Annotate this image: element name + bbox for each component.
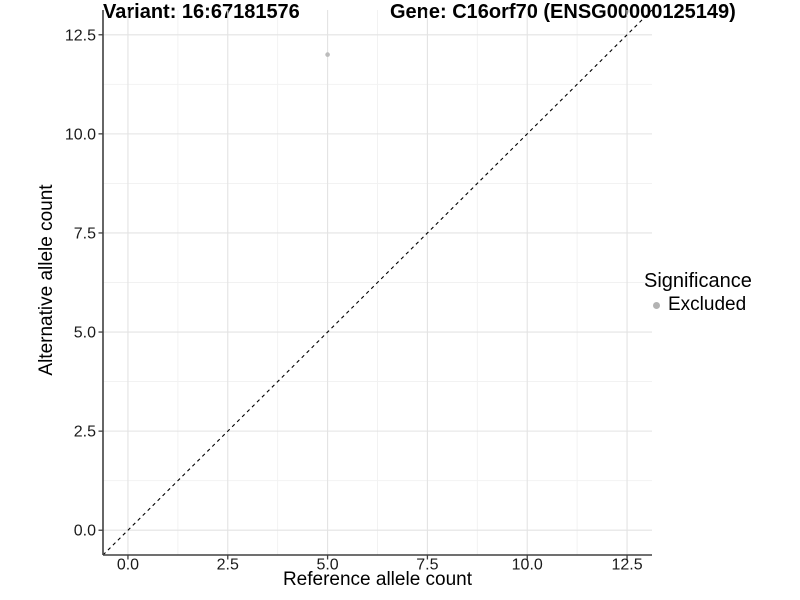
identity-line — [102, 9, 653, 556]
x-tick-label: 12.5 — [611, 557, 642, 574]
plot-title-gene: Gene: C16orf70 (ENSG00000125149) — [390, 1, 736, 23]
plot-title-variant: Variant: 16:67181576 — [103, 1, 300, 23]
legend: Significance Excluded — [644, 269, 794, 316]
y-tick-label: 12.5 — [65, 27, 96, 44]
legend-entry-label: Excluded — [668, 294, 747, 315]
data-point — [325, 52, 330, 57]
y-tick-label: 5.0 — [74, 325, 96, 342]
y-axis-title: Alternative allele count — [36, 184, 57, 376]
y-tick-label: 7.5 — [74, 225, 96, 242]
legend-entry-excluded: Excluded — [644, 294, 794, 316]
x-tick-label: 0.0 — [117, 557, 139, 574]
x-tick-label: 5.0 — [316, 557, 338, 574]
y-tick-label: 10.0 — [65, 126, 96, 143]
legend-title: Significance — [644, 270, 752, 292]
legend-point-icon — [653, 301, 660, 309]
x-tick-label: 7.5 — [416, 557, 438, 574]
x-tick-label: 10.0 — [512, 557, 543, 574]
x-axis-title: Reference allele count — [282, 569, 473, 590]
y-tick-label: 2.5 — [74, 424, 96, 441]
y-tick-label: 0.0 — [74, 523, 96, 540]
x-tick-label: 2.5 — [217, 557, 239, 574]
